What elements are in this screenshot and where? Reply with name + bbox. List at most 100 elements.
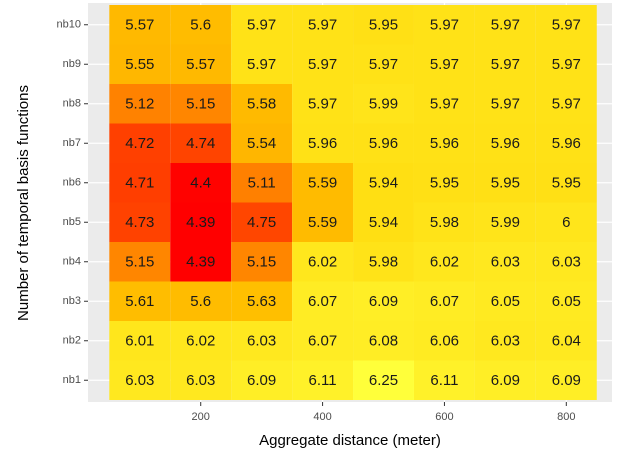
value-label: 4.39 — [186, 254, 215, 271]
tile — [109, 44, 171, 84]
tile — [353, 321, 414, 361]
value-label: 6.09 — [247, 372, 276, 389]
value-label: 5.96 — [308, 135, 337, 152]
value-label: 6.04 — [552, 333, 581, 350]
value-label: 5.54 — [247, 135, 276, 152]
value-label: 5.94 — [369, 214, 398, 231]
value-label: 5.96 — [430, 135, 459, 152]
x-tick-label: 200 — [192, 411, 210, 423]
tile — [535, 360, 597, 400]
y-tick-label: nb4 — [63, 256, 81, 268]
tile — [474, 321, 536, 361]
value-label: 6.11 — [309, 372, 337, 389]
tile — [231, 5, 293, 45]
tile — [535, 202, 597, 242]
value-label: 5.59 — [308, 214, 337, 231]
value-label: 5.97 — [552, 17, 581, 34]
x-axis-title: Aggregate distance (meter) — [259, 432, 441, 449]
tile — [413, 123, 475, 163]
value-label: 6.06 — [430, 333, 459, 350]
tile — [231, 281, 293, 321]
tile — [109, 123, 171, 163]
value-label: 5.97 — [369, 56, 398, 73]
value-label: 6.07 — [308, 293, 337, 310]
tile — [474, 44, 536, 84]
tile — [170, 360, 232, 400]
tile — [413, 321, 475, 361]
tile — [170, 44, 232, 84]
tile — [413, 242, 475, 282]
tile — [474, 202, 536, 242]
value-label: 4.73 — [125, 214, 154, 231]
tile — [109, 84, 171, 124]
tile — [353, 84, 414, 124]
tile — [292, 202, 354, 242]
tile — [474, 163, 536, 203]
tile — [353, 44, 414, 84]
value-label: 5.98 — [369, 254, 398, 271]
value-label: 5.95 — [430, 175, 459, 192]
tile — [474, 123, 536, 163]
tile — [535, 123, 597, 163]
value-label: 5.15 — [247, 254, 276, 271]
value-label: 5.55 — [125, 56, 154, 73]
y-tick-label: nb5 — [63, 216, 81, 228]
tile — [353, 281, 414, 321]
value-label: 5.97 — [552, 56, 581, 73]
value-label: 6.02 — [430, 254, 459, 271]
tile — [292, 163, 354, 203]
value-label: 4.4 — [190, 175, 211, 192]
value-label: 6.03 — [125, 372, 154, 389]
tile — [535, 163, 597, 203]
tile — [231, 242, 293, 282]
value-label: 6.11 — [430, 372, 458, 389]
value-label: 5.97 — [308, 96, 337, 113]
tile — [170, 202, 232, 242]
value-label: 4.71 — [125, 175, 154, 192]
value-label: 6.01 — [125, 333, 154, 350]
value-label: 5.63 — [247, 293, 276, 310]
tile — [109, 281, 171, 321]
tile — [170, 5, 232, 45]
value-label: 5.95 — [369, 17, 398, 34]
tile — [231, 202, 293, 242]
tile — [413, 84, 475, 124]
tile — [292, 321, 354, 361]
tile — [231, 321, 293, 361]
value-label: 5.96 — [552, 135, 581, 152]
tile — [170, 281, 232, 321]
tile — [231, 84, 293, 124]
value-label: 6 — [562, 214, 570, 231]
value-label: 5.11 — [248, 175, 276, 192]
tile — [413, 202, 475, 242]
y-tick-label: nb7 — [63, 137, 81, 149]
tile — [353, 163, 414, 203]
value-label: 6.05 — [552, 293, 581, 310]
tile — [535, 5, 597, 45]
tile — [292, 281, 354, 321]
value-label: 5.61 — [125, 293, 154, 310]
value-label: 5.99 — [491, 214, 520, 231]
tile — [231, 163, 293, 203]
value-label: 4.72 — [125, 135, 154, 152]
value-label: 4.74 — [186, 135, 215, 152]
value-label: 5.12 — [125, 96, 154, 113]
tile — [353, 242, 414, 282]
tile — [474, 84, 536, 124]
tile — [413, 281, 475, 321]
x-tick-label: 800 — [557, 411, 575, 423]
tile — [170, 84, 232, 124]
value-label: 5.97 — [491, 96, 520, 113]
tile — [170, 163, 232, 203]
value-label: 5.95 — [491, 175, 520, 192]
value-label: 6.07 — [308, 333, 337, 350]
value-label: 5.95 — [552, 175, 581, 192]
value-label: 6.03 — [491, 333, 520, 350]
value-label: 5.97 — [247, 17, 276, 34]
tile — [109, 321, 171, 361]
y-tick-label: nb8 — [63, 98, 81, 110]
value-label: 5.96 — [491, 135, 520, 152]
tile — [109, 5, 171, 45]
y-axis-title: Number of temporal basis functions — [15, 85, 32, 321]
